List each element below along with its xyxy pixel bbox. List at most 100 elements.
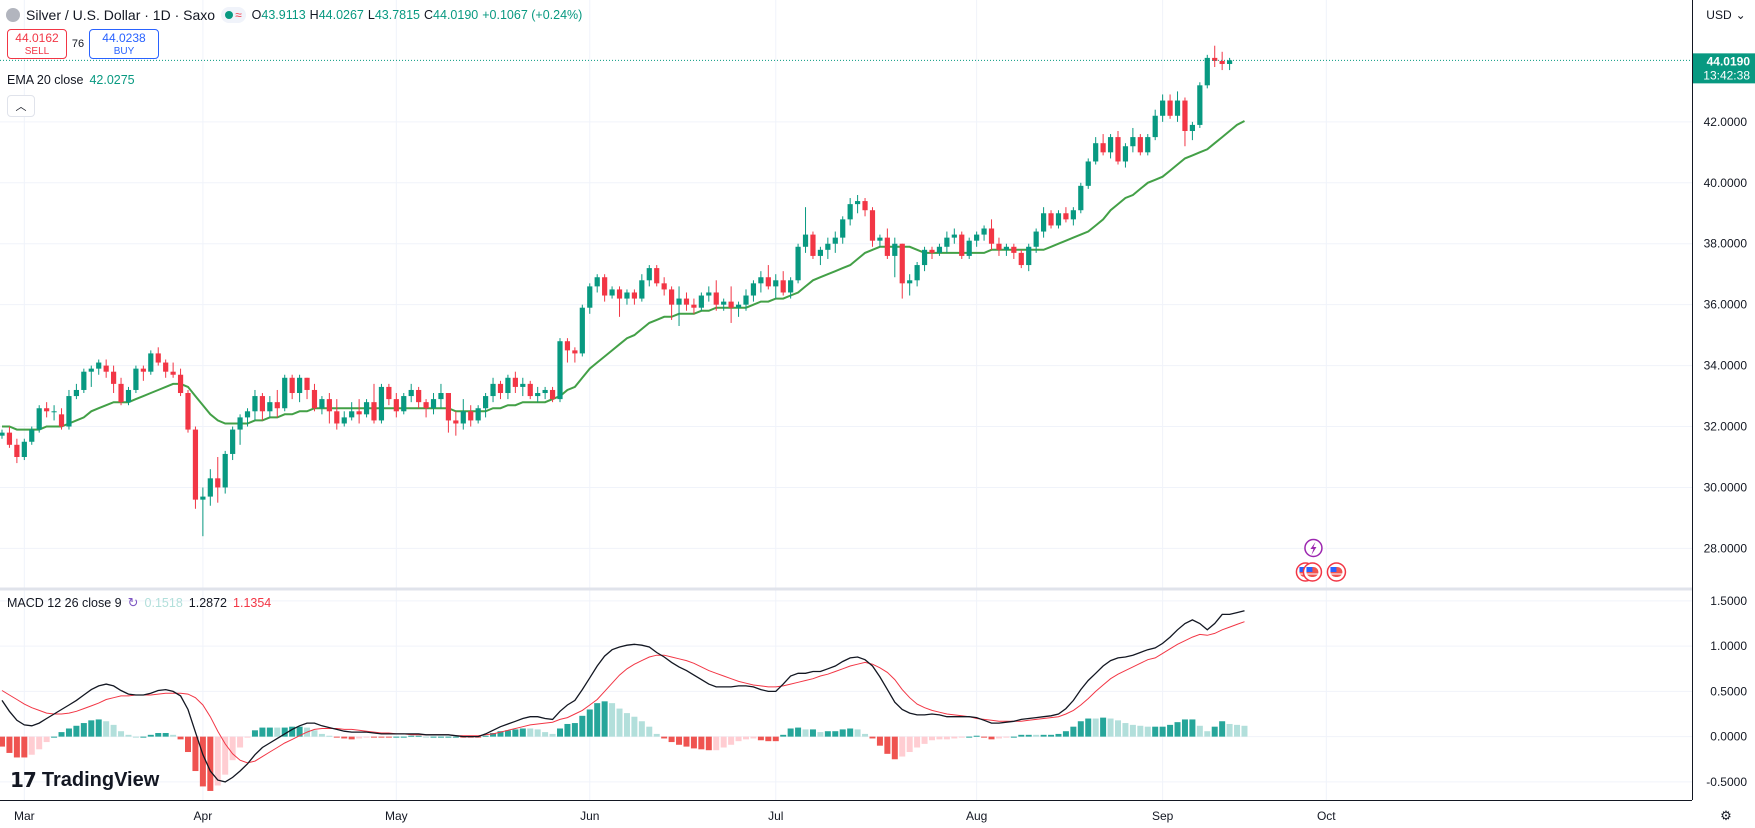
macd-histogram-bar <box>296 726 303 737</box>
candle-body <box>170 371 176 375</box>
macd-tick-label: 1.5000 <box>1710 594 1747 608</box>
change-value: +0.1067 (+0.24%) <box>482 8 583 22</box>
candle-body <box>1070 210 1076 220</box>
macd-histogram-bar <box>780 734 787 737</box>
candle-body <box>1078 185 1084 211</box>
candle-body <box>996 243 1002 250</box>
macd-histogram-bar <box>899 736 906 757</box>
candle-body <box>1026 246 1032 266</box>
macd-histogram-bar <box>1010 736 1017 738</box>
macd-histogram-bar <box>185 736 191 753</box>
currency-selector[interactable]: USD ⌄ <box>1697 4 1755 26</box>
macd-histogram-bar <box>542 732 549 737</box>
candle-body <box>505 377 511 394</box>
candle-body <box>103 365 109 372</box>
x-tick-label: Aug <box>966 809 987 823</box>
currency-label: USD <box>1706 8 1732 22</box>
candle-body <box>51 411 57 413</box>
candle-body <box>230 429 236 454</box>
macd-histogram-bar <box>0 736 5 747</box>
symbol-title[interactable]: Silver / U.S. Dollar · 1D · Saxo <box>26 7 216 23</box>
macd-histogram-bar <box>876 736 883 746</box>
macd-histogram-bar <box>1167 724 1174 737</box>
candle-body <box>914 265 920 281</box>
macd-histogram-bar <box>214 736 221 786</box>
macd-histogram-bar <box>400 736 407 738</box>
candle-body <box>445 393 451 421</box>
trade-panel: 44.0162 SELL 76 44.0238 BUY <box>7 29 159 59</box>
macd-histogram-bar <box>118 731 125 737</box>
open-value: 43.9113 <box>261 8 306 22</box>
candle-body <box>244 411 251 418</box>
symbol-legend[interactable]: Silver / U.S. Dollar · 1D · Saxo ≈ O43.9… <box>6 6 582 24</box>
macd-histogram-bar <box>594 703 601 737</box>
candle-body <box>780 280 786 293</box>
candle-body <box>877 237 883 241</box>
macd-histogram-bar <box>43 736 50 743</box>
candle-body <box>1093 143 1099 162</box>
macd-histogram-bar <box>564 723 571 737</box>
candle-body <box>959 234 965 256</box>
macd-histogram-bar <box>1055 733 1062 737</box>
candle-body <box>326 399 332 412</box>
buy-button[interactable]: 44.0238 BUY <box>89 29 159 59</box>
candle-body <box>393 399 399 412</box>
settings-icon[interactable]: ⚙ <box>1720 808 1732 823</box>
macd-histogram-bar <box>1196 725 1203 737</box>
macd-histogram-bar <box>661 736 668 739</box>
sell-price: 44.0162 <box>15 31 59 45</box>
tradingview-logo[interactable]: 𝟭𝟳 TradingView <box>10 768 159 793</box>
macd-histogram-bar <box>802 729 809 737</box>
candle-body <box>111 371 117 384</box>
collapse-legend-button[interactable]: ︿ <box>7 95 35 117</box>
candle-body <box>676 298 682 305</box>
buy-label: BUY <box>113 46 135 57</box>
macd-histogram-bar <box>929 736 935 741</box>
macd-histogram-bar <box>110 724 117 737</box>
ema-line <box>2 120 1245 431</box>
last-price-label: 44.0190 <box>1707 54 1751 68</box>
macd-histogram-bar <box>690 736 697 749</box>
high-label: H <box>309 8 319 22</box>
macd-histogram-bar <box>222 736 229 775</box>
macd-histogram-bar <box>757 736 764 741</box>
candle-body <box>743 295 749 305</box>
macd-histogram-bar <box>1219 721 1226 737</box>
macd-histogram-bar <box>385 736 392 738</box>
refresh-icon[interactable]: ↻ <box>127 595 139 610</box>
market-status-pill[interactable]: ≈ <box>221 7 246 23</box>
sell-button[interactable]: 44.0162 SELL <box>7 29 67 59</box>
candle-body <box>981 228 987 235</box>
macd-legend[interactable]: MACD 12 26 close 9 ↻ 0.1518 1.2872 1.135… <box>7 595 271 611</box>
candle-body <box>282 377 288 409</box>
candle-body <box>1212 57 1218 61</box>
candle-body <box>713 292 719 305</box>
signal-line <box>1 621 1245 764</box>
macd-histogram-bar <box>623 713 630 737</box>
macd-histogram-bar <box>549 733 556 737</box>
macd-histogram-bar <box>482 735 489 737</box>
macd-histogram-bar <box>497 731 504 737</box>
candle-body <box>869 210 876 241</box>
macd-histogram-bar <box>318 733 325 737</box>
candle-body <box>549 389 556 400</box>
macd-histogram-bar <box>103 721 110 737</box>
candle-body <box>542 389 548 394</box>
macd-histogram-bar <box>698 736 705 750</box>
candle-body <box>810 234 816 256</box>
candle-body <box>21 441 27 457</box>
candle-body <box>349 411 355 418</box>
macd-histogram-bar <box>884 736 891 754</box>
candle-body <box>155 353 161 363</box>
candle-body <box>535 393 541 397</box>
macd-histogram-bar <box>1226 723 1233 737</box>
ema-legend[interactable]: EMA 20 close 42.0275 <box>7 73 135 87</box>
event-markers[interactable] <box>1295 538 1347 582</box>
candle-body <box>855 201 861 205</box>
candle-body <box>200 496 206 500</box>
candle-body <box>341 417 347 424</box>
candle-body <box>639 280 645 299</box>
chevron-up-icon: ︿ <box>15 101 27 113</box>
spread-value: 76 <box>71 38 85 50</box>
